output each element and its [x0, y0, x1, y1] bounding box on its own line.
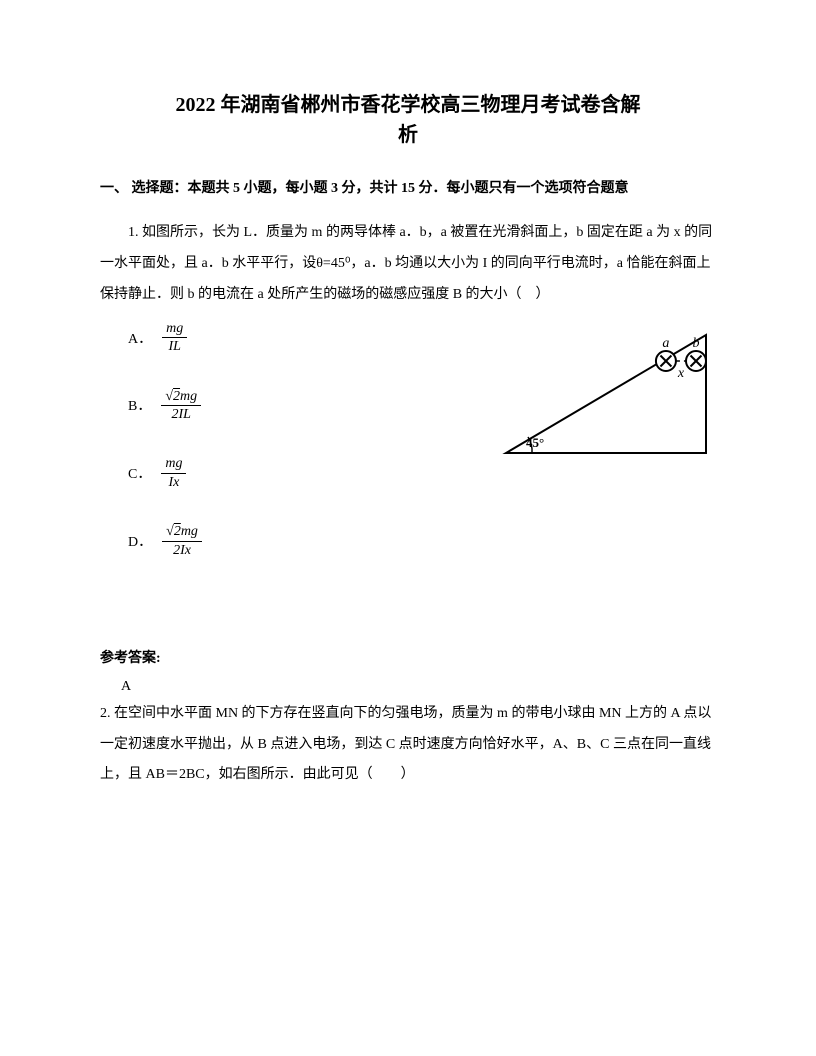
option-d-num: √2mg: [162, 524, 202, 541]
svg-text:45°: 45°: [526, 435, 544, 450]
option-a-den: IL: [162, 338, 187, 354]
section-heading: 一、 选择题：本题共 5 小题，每小题 3 分，共计 15 分．每小题只有一个选…: [100, 178, 716, 200]
option-d-fraction: √2mg 2Ix: [162, 524, 202, 558]
option-c-num: mg: [161, 456, 186, 473]
option-b-label: B．: [128, 395, 151, 415]
title-line2: 析: [398, 124, 418, 146]
option-c-fraction: mg Ix: [161, 456, 186, 490]
question-2-body: 2. 在空间中水平面 MN 的下方存在竖直向下的匀强电场，质量为 m 的带电小球…: [100, 699, 716, 791]
question-1-body: 1. 如图所示，长为 L．质量为 m 的两导体棒 a．b，a 被置在光滑斜面上，…: [100, 218, 716, 310]
page-title: 2022 年湖南省郴州市香花学校高三物理月考试卷含解 析: [100, 90, 716, 150]
option-a-fraction: mg IL: [162, 321, 187, 355]
answer-value: A: [121, 679, 716, 695]
svg-text:b: b: [693, 336, 700, 351]
option-d: D． √2mg 2Ix: [100, 524, 716, 558]
option-b-num: √2mg: [161, 389, 201, 406]
svg-text:x: x: [677, 366, 685, 381]
option-b-fraction: √2mg 2IL: [161, 389, 201, 423]
answer-label: 参考答案:: [100, 647, 716, 667]
option-b-den: 2IL: [161, 406, 201, 422]
question-1-diagram: a bx 45°: [496, 321, 716, 476]
option-a-num: mg: [162, 321, 187, 338]
option-d-label: D．: [128, 531, 152, 551]
options-and-diagram: a bx 45° A． mg IL B． √2mg 2IL C． mg Ix D． …: [100, 321, 716, 641]
option-d-den: 2Ix: [162, 542, 202, 558]
svg-text:a: a: [662, 336, 669, 351]
option-c-den: Ix: [161, 474, 186, 490]
option-a-label: A．: [128, 328, 152, 348]
title-line1: 2022 年湖南省郴州市香花学校高三物理月考试卷含解: [176, 94, 641, 116]
option-c-label: C．: [128, 463, 151, 483]
